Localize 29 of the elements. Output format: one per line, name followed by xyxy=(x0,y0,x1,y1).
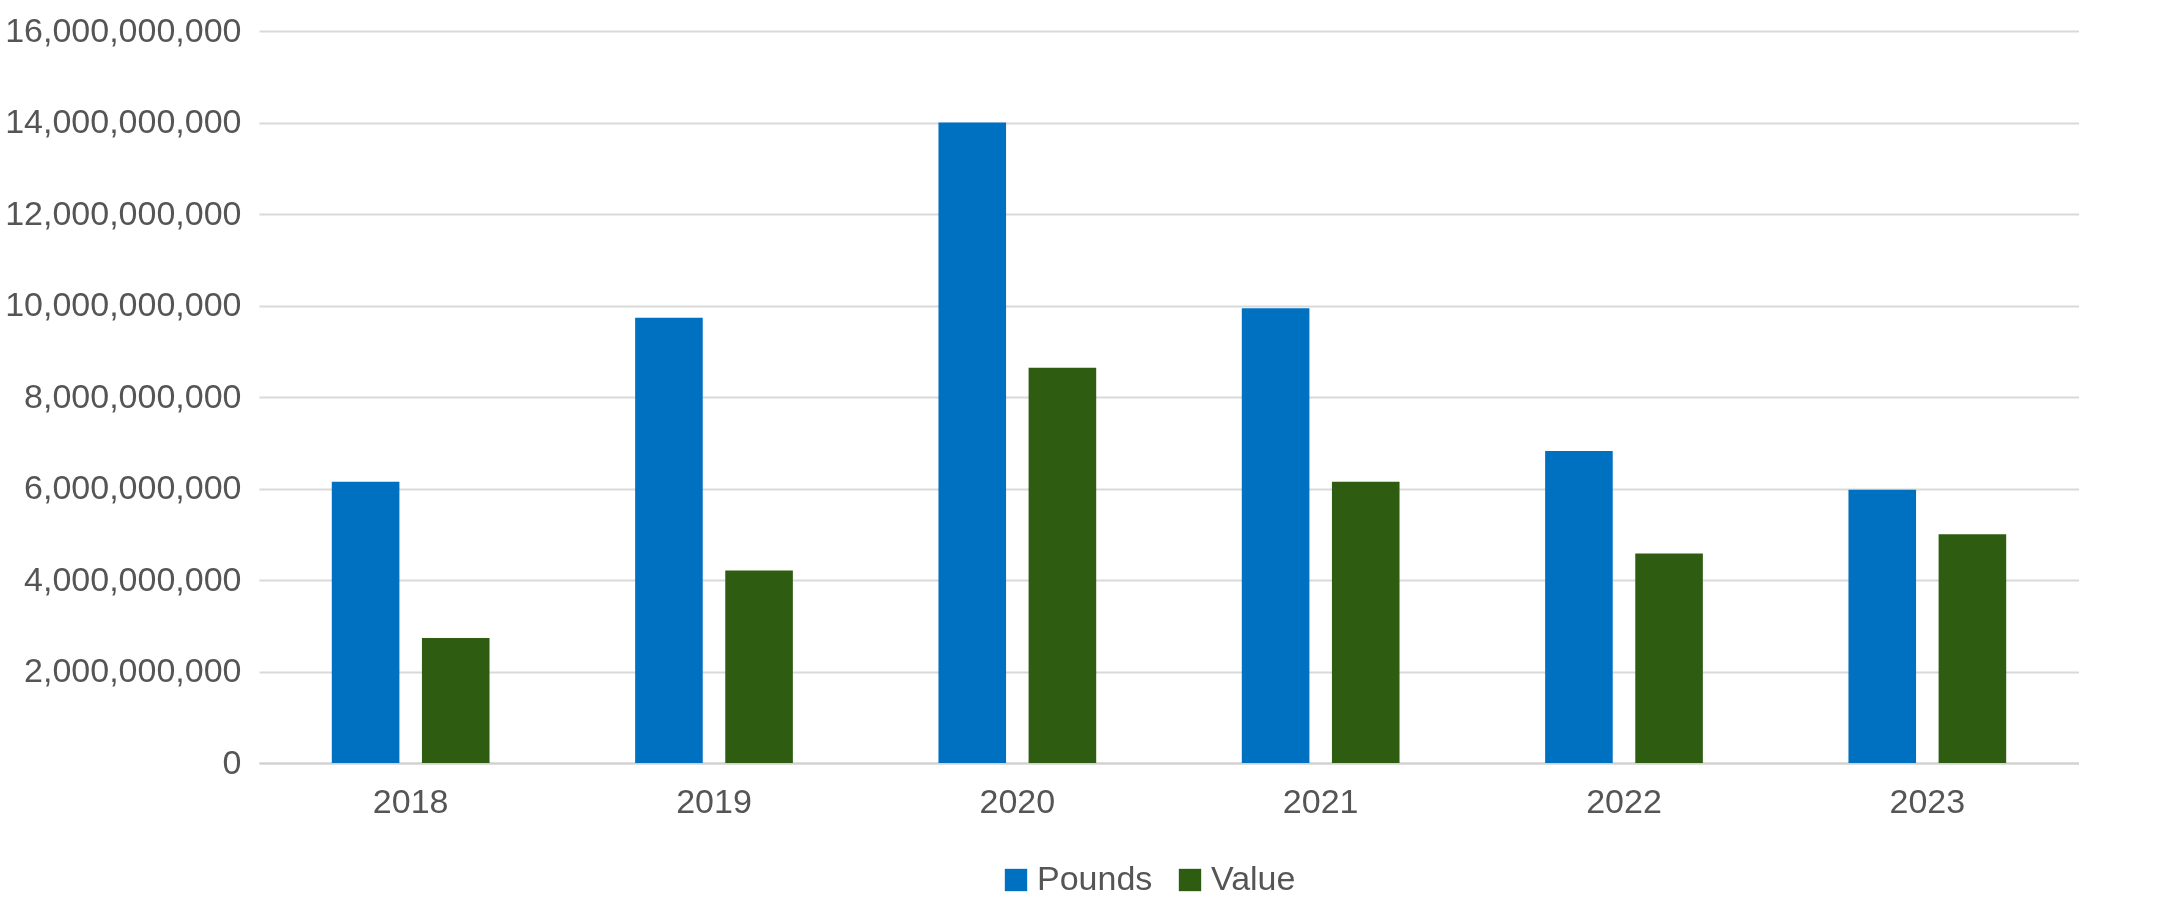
y-tick-label: 16,000,000,000 xyxy=(5,10,242,49)
legend-label: Pounds xyxy=(1037,859,1153,897)
bar xyxy=(1938,534,2007,763)
legend-label: Value xyxy=(1211,859,1296,897)
x-tick-label: 2018 xyxy=(372,781,449,820)
y-tick-label: 14,000,000,000 xyxy=(5,102,242,140)
bar xyxy=(1545,450,1613,763)
bar xyxy=(1028,367,1097,763)
y-tick-label: 0 xyxy=(222,742,242,781)
bar xyxy=(1848,489,1917,763)
bar xyxy=(421,638,490,763)
x-tick-label: 2022 xyxy=(1586,781,1662,820)
x-tick-label: 2023 xyxy=(1889,781,1966,820)
bar xyxy=(331,481,400,763)
x-tick-label: 2021 xyxy=(1282,781,1359,820)
bar xyxy=(635,317,703,763)
y-tick-label: 8,000,000,000 xyxy=(24,376,242,415)
y-tick-label: 12,000,000,000 xyxy=(5,193,242,232)
x-tick-label: 2020 xyxy=(979,781,1056,820)
y-tick-label: 4,000,000,000 xyxy=(24,559,242,598)
bar xyxy=(1331,481,1400,763)
y-tick-label: 6,000,000,000 xyxy=(24,468,242,506)
bar xyxy=(1241,308,1310,763)
x-tick-label: 2019 xyxy=(676,781,752,820)
bar xyxy=(938,122,1007,763)
y-tick-label: 10,000,000,000 xyxy=(5,285,242,323)
bar xyxy=(1635,553,1703,763)
y-tick-label: 2,000,000,000 xyxy=(24,651,242,689)
bar xyxy=(725,570,793,763)
